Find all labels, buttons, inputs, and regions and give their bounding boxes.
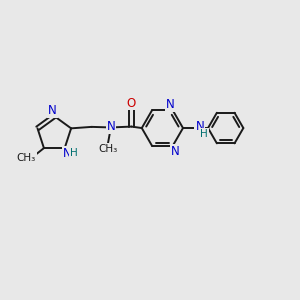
Text: N: N <box>171 145 179 158</box>
Text: O: O <box>127 97 136 110</box>
Text: N: N <box>106 120 115 133</box>
Text: N: N <box>195 120 204 133</box>
Text: CH₃: CH₃ <box>98 144 118 154</box>
Text: N: N <box>48 104 57 117</box>
Text: H: H <box>70 148 77 158</box>
Text: N: N <box>166 98 175 111</box>
Text: CH₃: CH₃ <box>16 153 36 163</box>
Text: H: H <box>200 129 208 139</box>
Text: N: N <box>63 147 72 160</box>
